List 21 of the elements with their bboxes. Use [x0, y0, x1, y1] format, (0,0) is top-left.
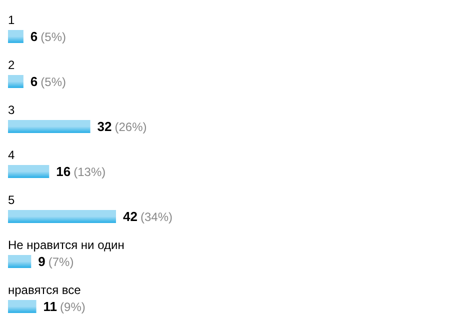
y-tick-label: нравятся все: [8, 283, 82, 297]
data-label: 9 (7%): [38, 254, 74, 269]
bar: [8, 165, 50, 178]
data-label: 6 (5%): [30, 74, 66, 89]
bar: [8, 300, 36, 313]
bar: [8, 120, 90, 133]
y-tick-label: 1: [8, 13, 15, 27]
y-tick-label: 3: [8, 103, 15, 117]
y-tick-label: 5: [8, 193, 15, 207]
data-label: 42 (34%): [123, 209, 172, 224]
data-label: 32 (26%): [97, 119, 147, 134]
y-tick-label: 2: [8, 58, 15, 72]
bar: [8, 210, 116, 223]
data-label: 6 (5%): [30, 29, 66, 44]
bar: [8, 255, 32, 268]
data-label: 16 (13%): [56, 164, 106, 179]
bar: [8, 30, 24, 43]
data-label: 11 (9%): [43, 299, 86, 314]
y-tick-label: Не нравится ни один: [8, 238, 124, 252]
bar: [8, 75, 24, 88]
y-tick-label: 4: [8, 148, 15, 162]
